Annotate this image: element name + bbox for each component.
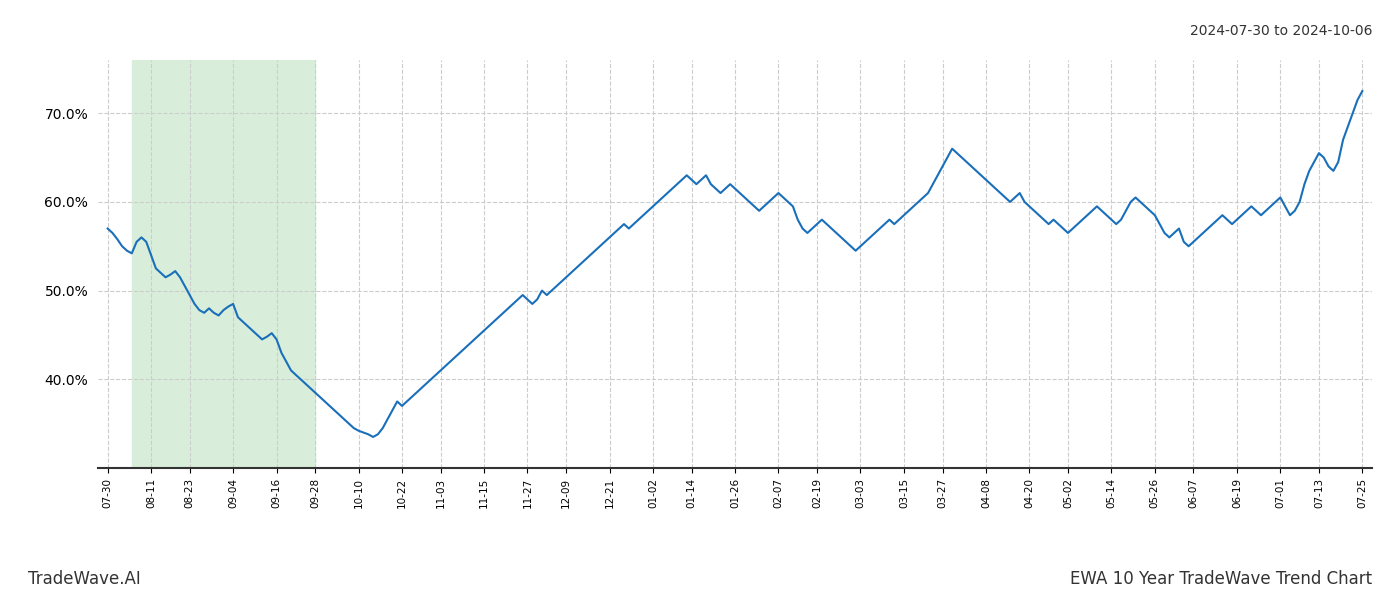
Text: EWA 10 Year TradeWave Trend Chart: EWA 10 Year TradeWave Trend Chart <box>1070 570 1372 588</box>
Text: 2024-07-30 to 2024-10-06: 2024-07-30 to 2024-10-06 <box>1190 24 1372 38</box>
Bar <box>132 60 315 468</box>
Text: TradeWave.AI: TradeWave.AI <box>28 570 141 588</box>
